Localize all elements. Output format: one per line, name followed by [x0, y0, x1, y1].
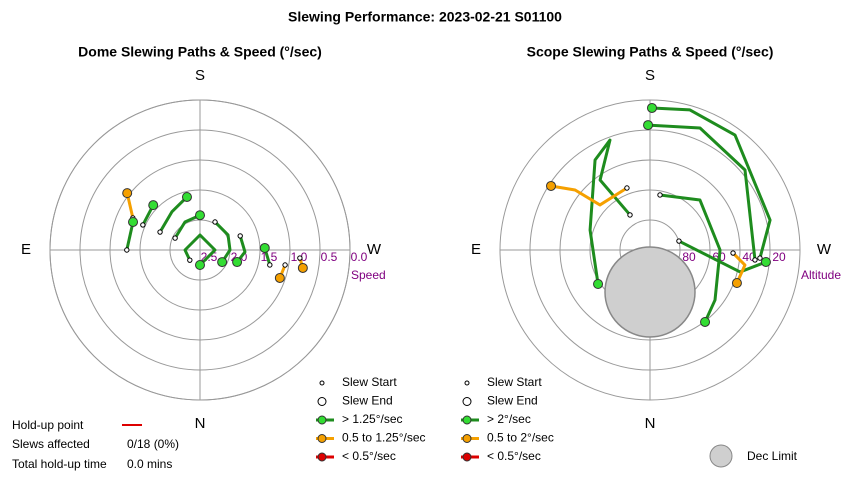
- holdup-label: Hold-up point: [12, 418, 84, 432]
- legend-marker: [462, 452, 472, 462]
- legend-label: < 0.5°/sec: [487, 449, 541, 463]
- slew-end: [195, 210, 205, 221]
- time-label: Total hold-up time: [12, 457, 107, 471]
- slew-start: [157, 229, 163, 235]
- slew-start: [172, 235, 178, 241]
- slew-path: [183, 233, 217, 267]
- legend-marker: [462, 415, 472, 425]
- dec-limit-area: [604, 246, 696, 338]
- slew-end: [297, 262, 308, 273]
- main-title: Slewing Performance: 2023-02-21 S01100: [288, 9, 562, 25]
- slew-start: [237, 233, 243, 239]
- legend-label: Slew End: [487, 394, 538, 408]
- slew-end: [232, 257, 243, 268]
- slew-start: [757, 255, 763, 261]
- slew-path: [659, 193, 722, 323]
- slew-start: [140, 222, 146, 228]
- slew-end: [643, 120, 654, 131]
- legend-label: > 1.25°/sec: [342, 412, 403, 426]
- slew-start: [624, 185, 630, 191]
- slew-path: [213, 220, 232, 263]
- slew-end: [195, 260, 205, 270]
- slew-start: [752, 257, 758, 263]
- slew-end: [122, 188, 133, 199]
- r-axis-label: Speed: [351, 268, 386, 282]
- legend-label: > 2°/sec: [487, 412, 531, 426]
- slew-end: [128, 216, 139, 227]
- legend-marker: [317, 415, 327, 425]
- slew-path: [651, 106, 772, 259]
- r-tick-label: 0.5: [321, 250, 338, 264]
- slew-start: [657, 192, 663, 198]
- legend-marker: [462, 434, 472, 443]
- direction-label: S: [645, 67, 655, 84]
- slew-start: [627, 212, 633, 218]
- ring: [529, 129, 771, 371]
- slew-path: [550, 184, 628, 207]
- scope-title: Scope Slewing Paths & Speed (°/sec): [527, 44, 774, 60]
- slew-end: [181, 191, 192, 202]
- direction-label: E: [21, 241, 31, 258]
- slew-end: [546, 180, 557, 191]
- direction-label: S: [195, 67, 205, 84]
- slew-end: [148, 200, 159, 211]
- ring: [559, 159, 741, 341]
- slew-start: [124, 247, 130, 253]
- ring: [79, 129, 321, 371]
- slew-path: [731, 251, 747, 284]
- slew-end: [274, 272, 285, 283]
- polar-plot: [49, 99, 351, 401]
- legend-label: < 0.5°/sec: [342, 449, 396, 463]
- ring: [139, 189, 261, 311]
- direction-label: W: [367, 241, 382, 258]
- legend-label: 0.5 to 1.25°/sec: [342, 431, 426, 445]
- slew-end: [259, 242, 270, 253]
- r-tick-label: 0.0: [351, 250, 368, 264]
- slew-start: [730, 250, 736, 256]
- r-tick-label: 80: [682, 250, 696, 264]
- slew-start: [297, 255, 303, 261]
- slew-start: [267, 262, 273, 268]
- legend-label: Slew Start: [342, 375, 397, 389]
- slew-path: [647, 123, 757, 261]
- legend-start-marker: [464, 380, 470, 386]
- slew-path: [678, 239, 767, 274]
- ring: [49, 99, 351, 401]
- ring: [109, 159, 291, 341]
- legend-label: Slew End: [342, 394, 393, 408]
- direction-label: N: [195, 415, 206, 432]
- slew-start: [676, 238, 682, 244]
- direction-label: E: [471, 241, 481, 258]
- dec-limit-label: Dec Limit: [747, 449, 798, 463]
- slew-end: [593, 279, 604, 290]
- legend-end-marker: [462, 397, 472, 406]
- r-axis-label: Altitude: [801, 268, 841, 282]
- r-tick-label: 20: [772, 250, 786, 264]
- slew-end: [760, 256, 771, 267]
- legend-marker: [317, 452, 327, 462]
- slew-end: [217, 257, 228, 268]
- direction-label: N: [645, 415, 656, 432]
- slew-end: [731, 278, 742, 289]
- legend-marker: [317, 434, 327, 443]
- legend-label: 0.5 to 2°/sec: [487, 431, 554, 445]
- slew-path: [173, 213, 201, 239]
- dec-limit-swatch: [709, 444, 733, 468]
- legend-label: Slew Start: [487, 375, 542, 389]
- time-value: 0.0 mins: [127, 457, 172, 471]
- slew-start: [187, 257, 193, 263]
- slew-end: [700, 316, 711, 327]
- slew-path: [588, 138, 632, 285]
- slew-path: [158, 195, 189, 233]
- slew-start: [212, 219, 218, 225]
- slew-start: [282, 262, 288, 268]
- legend-start-marker: [319, 380, 325, 386]
- slews-value: 0/18 (0%): [127, 437, 179, 451]
- dome-title: Dome Slewing Paths & Speed (°/sec): [78, 44, 322, 60]
- slew-end: [646, 102, 657, 113]
- direction-label: W: [817, 241, 832, 258]
- slews-label: Slews affected: [12, 437, 90, 451]
- legend-end-marker: [317, 397, 327, 406]
